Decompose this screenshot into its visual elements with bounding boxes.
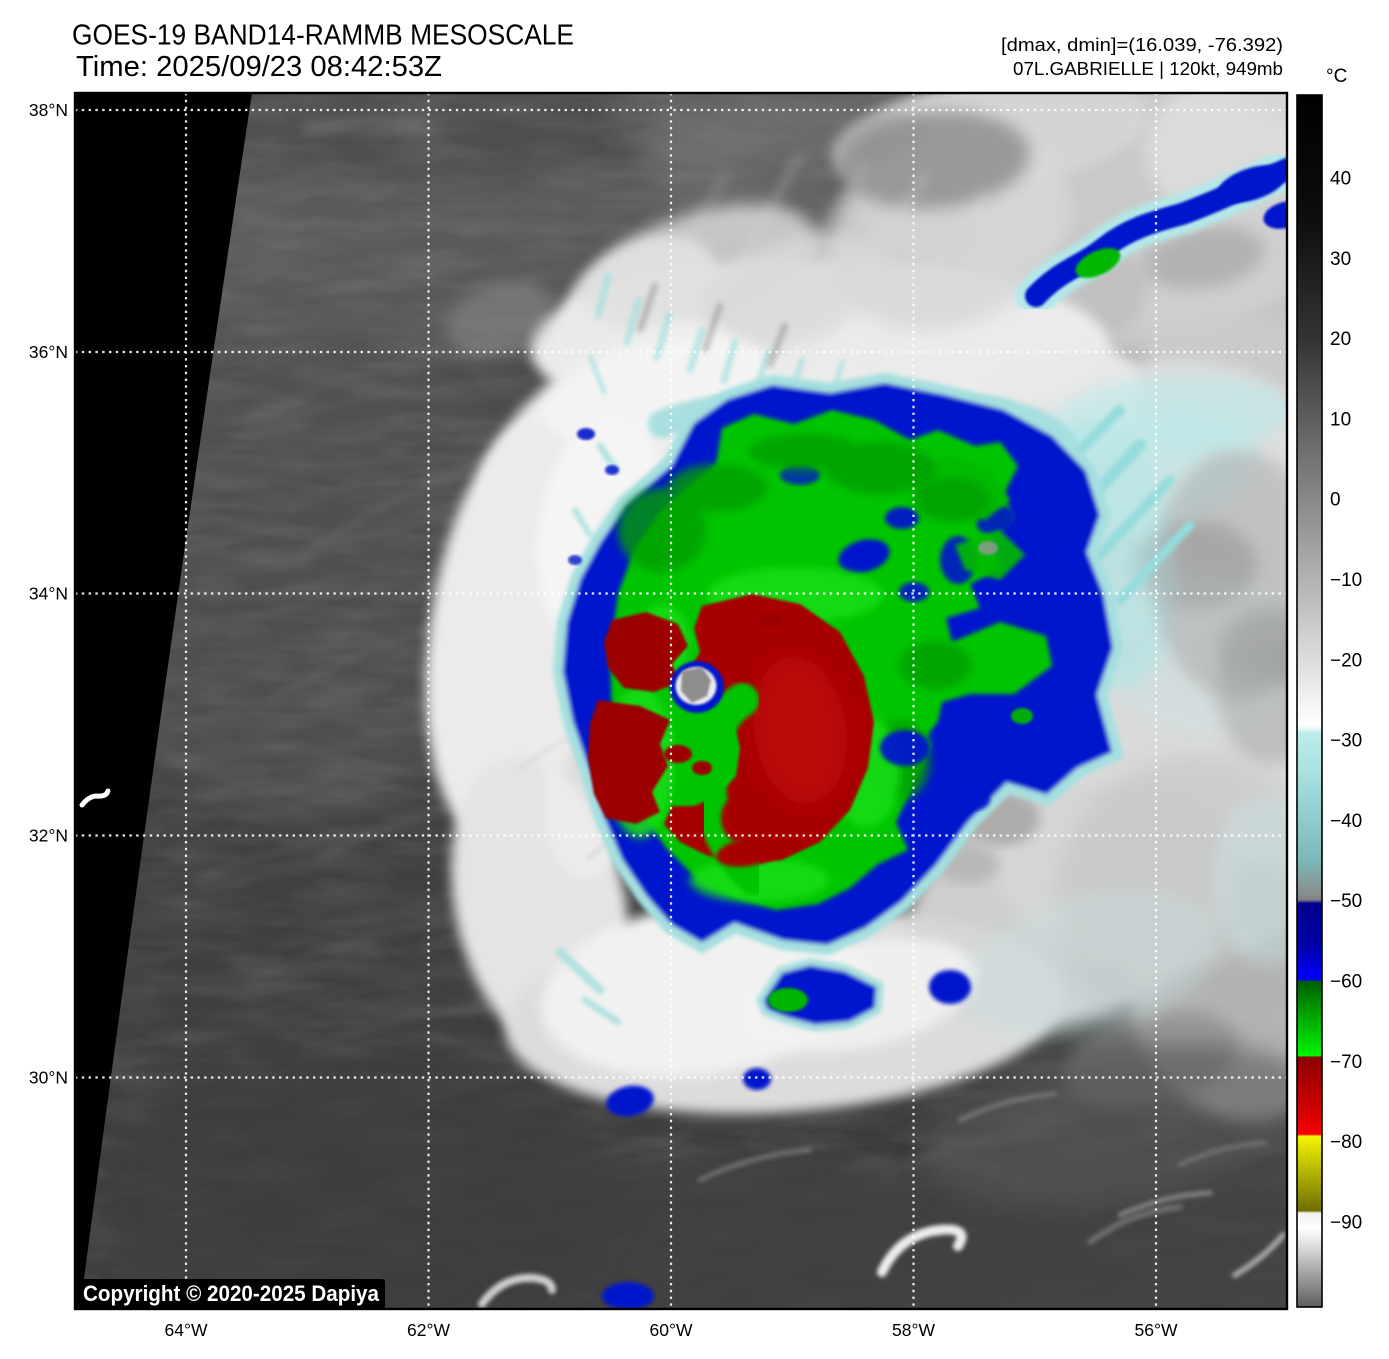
svg-text:36°N: 36°N bbox=[29, 342, 68, 362]
svg-text:0: 0 bbox=[1330, 490, 1341, 511]
svg-text:−10: −10 bbox=[1330, 570, 1362, 591]
svg-text:−90: −90 bbox=[1330, 1212, 1362, 1233]
svg-text:56°W: 56°W bbox=[1135, 1320, 1178, 1340]
svg-text:Time: 2025/09/23 08:42:53Z: Time: 2025/09/23 08:42:53Z bbox=[76, 51, 442, 83]
svg-text:[dmax, dmin]=(16.039, -76.392): [dmax, dmin]=(16.039, -76.392) bbox=[1001, 35, 1283, 55]
svg-text:Copyright © 2020-2025 Dapiya: Copyright © 2020-2025 Dapiya bbox=[83, 1281, 380, 1306]
svg-text:34°N: 34°N bbox=[29, 584, 68, 604]
svg-text:−70: −70 bbox=[1330, 1052, 1362, 1073]
svg-text:−20: −20 bbox=[1330, 650, 1362, 671]
svg-text:−80: −80 bbox=[1330, 1132, 1362, 1153]
svg-text:38°N: 38°N bbox=[29, 100, 68, 120]
svg-text:GOES-19 BAND14-RAMMB MESOSCALE: GOES-19 BAND14-RAMMB MESOSCALE bbox=[72, 20, 574, 52]
svg-text:58°W: 58°W bbox=[892, 1320, 935, 1340]
svg-text:32°N: 32°N bbox=[29, 826, 68, 846]
svg-text:30: 30 bbox=[1330, 249, 1351, 270]
svg-text:62°W: 62°W bbox=[407, 1320, 450, 1340]
svg-text:°C: °C bbox=[1326, 66, 1347, 87]
svg-text:−30: −30 bbox=[1330, 731, 1362, 752]
svg-text:40: 40 bbox=[1330, 169, 1351, 190]
svg-text:−60: −60 bbox=[1330, 972, 1362, 993]
svg-text:−40: −40 bbox=[1330, 811, 1362, 832]
svg-text:−50: −50 bbox=[1330, 891, 1362, 912]
svg-text:20: 20 bbox=[1330, 329, 1351, 350]
svg-text:64°W: 64°W bbox=[165, 1320, 208, 1340]
svg-text:10: 10 bbox=[1330, 409, 1351, 430]
svg-text:60°W: 60°W bbox=[650, 1320, 693, 1340]
svg-text:07L.GABRIELLE | 120kt, 949mb: 07L.GABRIELLE | 120kt, 949mb bbox=[1013, 59, 1283, 79]
svg-text:30°N: 30°N bbox=[29, 1068, 68, 1088]
